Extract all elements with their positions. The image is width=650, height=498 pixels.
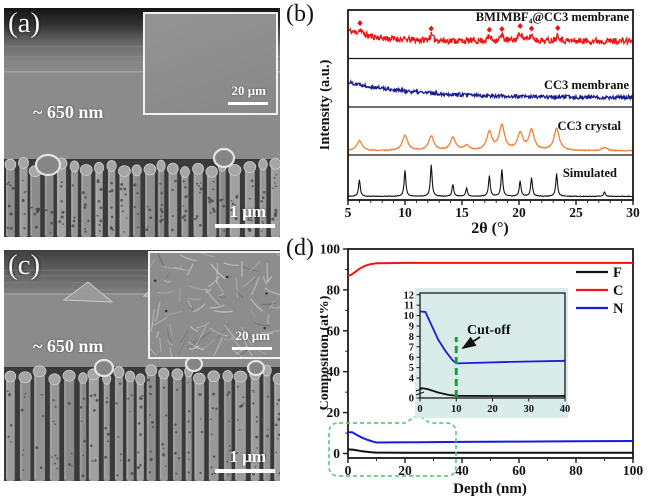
inset-c-scalebar-label: 20 μm <box>235 328 270 343</box>
inset-a-scalebar <box>228 101 268 105</box>
peak-marker-diamond <box>528 25 535 32</box>
series-label: CC3 membrane <box>544 78 630 92</box>
x-tick-label: 20 <box>512 205 526 220</box>
x-tick-label: 5 <box>345 205 352 220</box>
y-axis-title: Composition (at%) <box>320 295 332 410</box>
inset-x-tick-label: 30 <box>524 404 535 415</box>
inset-y-tick-label: 5 <box>409 363 414 374</box>
inset-y-tick-label: 4 <box>409 374 415 385</box>
x-tick-label: 100 <box>623 463 644 478</box>
x-axis-title: 2θ (°) <box>471 220 508 237</box>
inset-y-tick-label: 10 <box>404 311 415 322</box>
inset-x-tick-label: 40 <box>560 404 571 415</box>
panel-c-scalebar-label: 1 μm <box>229 447 266 466</box>
inset-trace-F <box>420 387 565 397</box>
plot-frame <box>347 9 634 201</box>
peak-marker-diamond <box>486 26 493 33</box>
panel-c-label: (c) <box>8 250 41 281</box>
y-tick-label: 100 <box>320 242 340 257</box>
cutoff-arrow <box>461 336 481 349</box>
x-tick-label: 30 <box>626 205 640 220</box>
y-tick-label: 40 <box>327 364 341 379</box>
peak-marker-diamond <box>499 25 505 32</box>
inset-x-tick-label: 20 <box>487 404 498 415</box>
panel-a-inset-surface-image: 20 μm <box>143 12 278 115</box>
x-tick-label: 80 <box>569 463 583 478</box>
panel-a-scalebar <box>215 224 275 228</box>
series-label: BMIMBF₄@CC3 membrane <box>476 10 630 24</box>
peak-marker-diamond <box>517 22 523 29</box>
x-axis-title: Depth (nm) <box>453 481 527 497</box>
xrd-chart: BMIMBF₄@CC3 membrane CC3 membrane CC3 crys… <box>320 9 640 237</box>
xrd-trace-2 <box>347 78 634 102</box>
legend-label: F <box>613 265 622 281</box>
inset-y-tick-label: 6 <box>409 353 414 364</box>
legend-label: C <box>613 283 623 299</box>
panel-a-label: (a) <box>8 8 41 39</box>
inset-y-tick-label: 7 <box>409 342 414 353</box>
depth-trace-F <box>347 448 633 454</box>
y-tick-label: 20 <box>327 405 341 420</box>
sem-cross-section-c <box>4 250 280 481</box>
sem-surface-needles <box>150 253 280 357</box>
y-tick-label: 0 <box>333 446 340 461</box>
x-tick-label: 25 <box>569 205 583 220</box>
x-tick-label: 60 <box>512 463 526 478</box>
inset-y-tick-label: 0 <box>409 394 414 405</box>
panel-a-sem-image: (a) ~ 650 nm 20 μm 1 μm <box>4 8 280 237</box>
y-axis-title: Intensity (a.u.) <box>320 60 333 151</box>
peak-marker-diamond <box>357 20 363 27</box>
series-label: Simulated <box>563 166 617 180</box>
axis-break-mark <box>415 387 425 396</box>
inset-x-tick-label: 0 <box>417 404 422 415</box>
legend-label: N <box>613 301 624 317</box>
x-tick-label: 15 <box>455 205 469 220</box>
legend: FCN <box>576 265 624 317</box>
inset-x-tick-label: 10 <box>451 404 462 415</box>
membrane-thickness-annotation-c: ~ 650 nm <box>33 336 104 356</box>
panel-c-inset-surface-image: 20 μm <box>148 251 280 359</box>
membrane-thickness-annotation-a: ~ 650 nm <box>33 102 104 122</box>
y-tick-label: 60 <box>327 323 341 338</box>
xrd-trace-1 <box>347 26 634 47</box>
highlight-region-box <box>328 413 457 477</box>
x-tick-label: 40 <box>455 463 469 478</box>
inset-trace-N <box>420 310 565 365</box>
cutoff-annotation: Cut-off <box>467 323 511 338</box>
panel-c-scalebar <box>215 469 275 473</box>
inset-y-tick-label: 9 <box>409 322 414 333</box>
peak-marker-diamond <box>428 25 434 32</box>
x-tick-label: 0 <box>345 463 352 478</box>
panel-c-sem-image: (c) ~ 650 nm 20 μm 1 μm <box>4 250 280 481</box>
inset-y-tick-label: 8 <box>409 332 414 343</box>
xrd-trace-4 <box>347 164 634 198</box>
panel-a-scalebar-label: 1 μm <box>229 202 266 221</box>
xrd-trace-3 <box>347 123 633 153</box>
inset-y-tick-label: 11 <box>404 301 414 312</box>
peak-marker-diamond <box>555 25 561 32</box>
inset-a-scalebar-label: 20 μm <box>231 83 266 98</box>
panel-d-label: (d) <box>286 235 314 261</box>
panel-b-label: (b) <box>286 1 314 27</box>
y-tick-label: 80 <box>327 282 341 297</box>
x-tick-label: 20 <box>398 463 412 478</box>
x-tick-label: 10 <box>398 205 412 220</box>
inset-y-tick-label: 12 <box>404 290 415 301</box>
series-label: CC3 crystal <box>557 119 621 133</box>
depth-trace-C <box>347 261 633 277</box>
depth-trace-N <box>347 431 634 444</box>
inset-c-scalebar <box>232 346 272 350</box>
xrd-plot: BMIMBF₄@CC3 membrane CC3 membrane CC3 crys… <box>320 9 640 237</box>
